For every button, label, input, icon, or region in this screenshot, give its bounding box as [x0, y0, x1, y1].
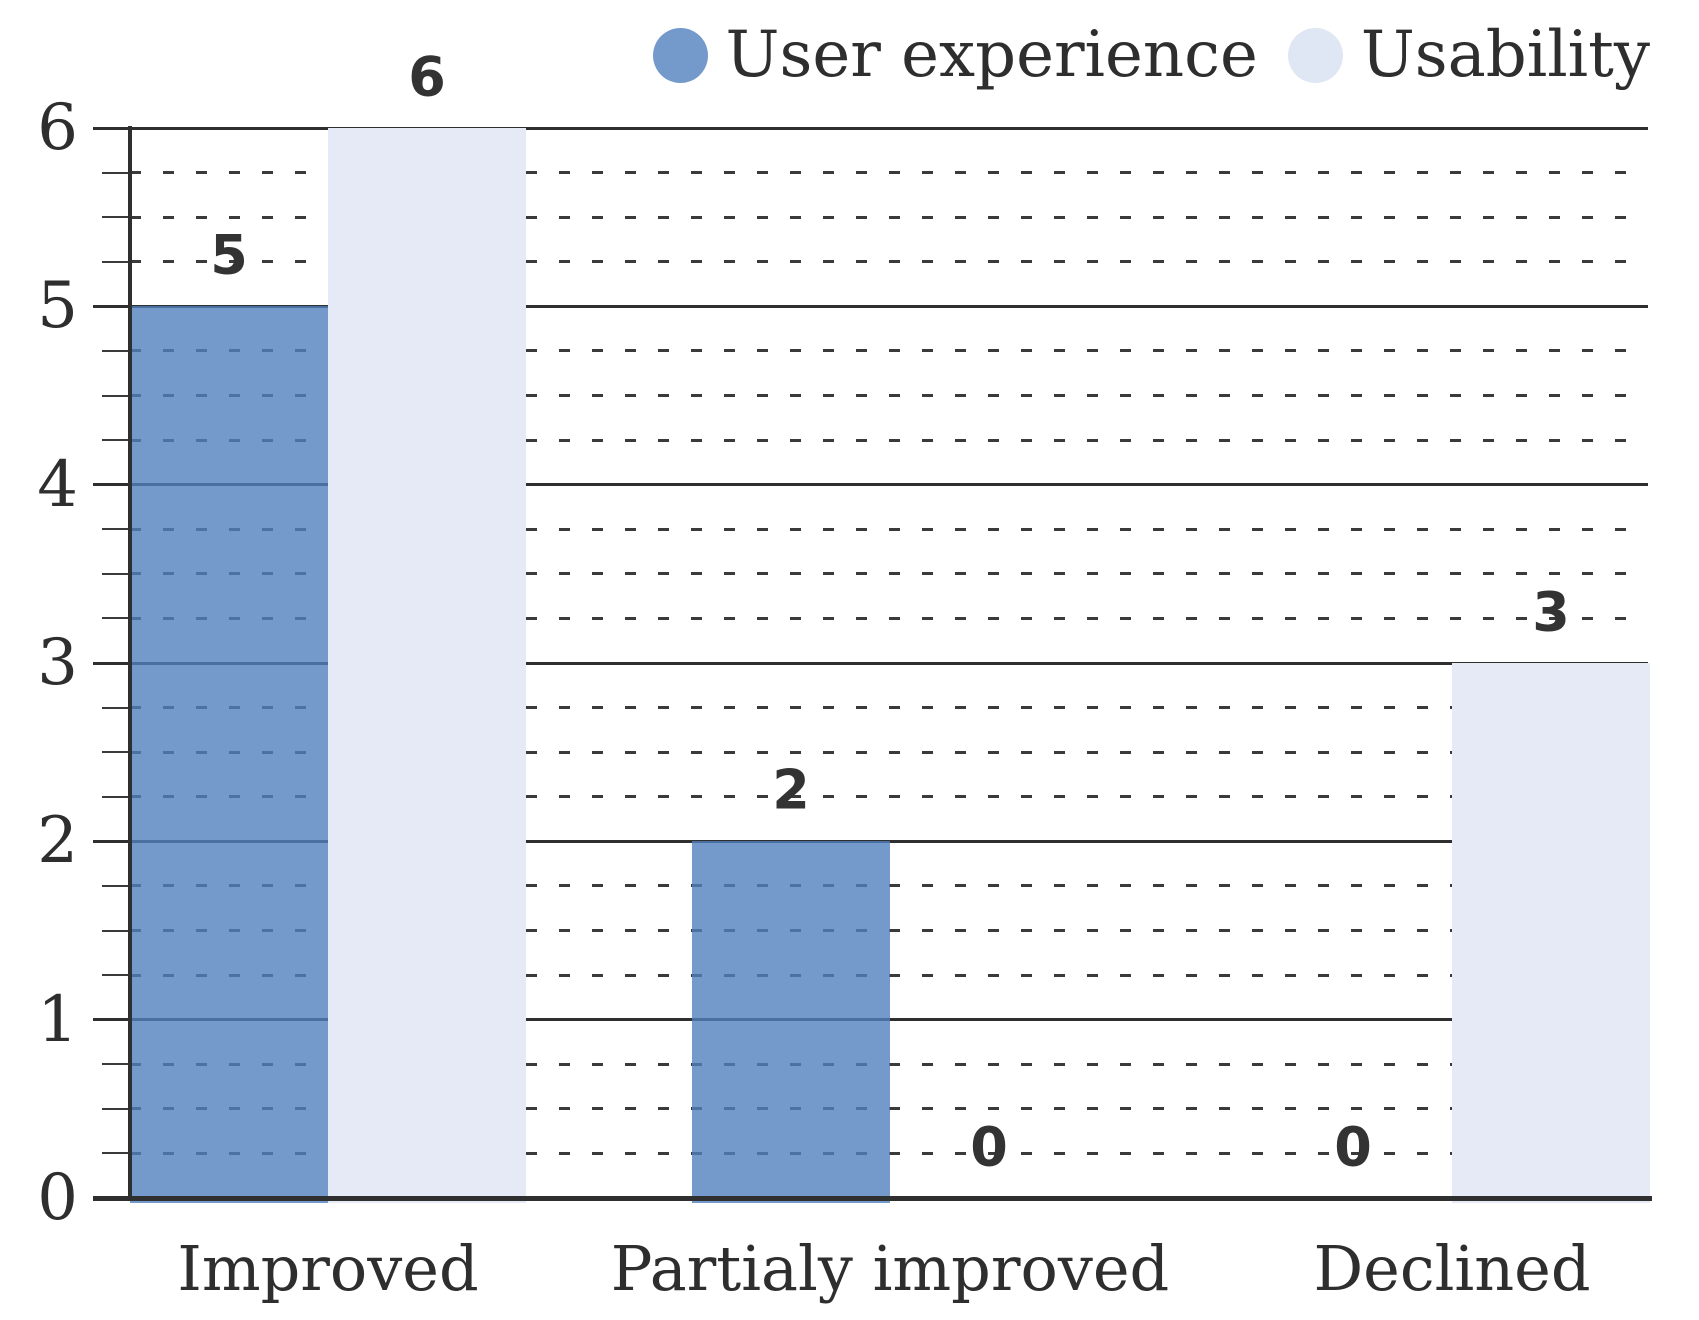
- minor-gridline: [130, 260, 1648, 264]
- minor-gridline: [130, 171, 1648, 175]
- minor-tick: [102, 929, 130, 932]
- minor-gridline: [130, 795, 1648, 799]
- y-tick-label-3: 3: [37, 626, 78, 700]
- bar-declined-usability: [1452, 663, 1650, 1203]
- minor-tick: [102, 171, 130, 174]
- minor-tick: [102, 572, 130, 575]
- minor-tick: [102, 260, 130, 263]
- y-tick-label-5: 5: [37, 269, 78, 344]
- x-category-label-declined: Declined: [1313, 1232, 1591, 1305]
- legend-item-usability: Usability: [1287, 18, 1650, 92]
- minor-tick: [102, 1107, 130, 1110]
- minor-gridline: [130, 349, 1648, 353]
- bar-partialy-improved-user-experience: [692, 841, 890, 1203]
- legend-label-usability: Usability: [1360, 18, 1650, 92]
- minor-tick: [102, 349, 130, 352]
- x-category-label-improved: Improved: [177, 1232, 479, 1305]
- y-tick-label-4: 4: [37, 447, 78, 522]
- minor-gridline: [130, 215, 1648, 219]
- minor-tick: [102, 706, 130, 709]
- data-label-usability-partialy-improved: 0: [970, 1115, 1008, 1179]
- minor-tick: [102, 216, 130, 219]
- minor-gridline: [130, 572, 1648, 576]
- bar-improved-usability: [328, 128, 526, 1203]
- y-tick-label-0: 0: [37, 1161, 78, 1235]
- minor-tick: [102, 884, 130, 887]
- y-axis-line: [128, 126, 132, 1201]
- major-gridline: [93, 661, 1648, 665]
- y-tick-label-6: 6: [37, 91, 78, 165]
- legend-label-user-experience: User experience: [725, 18, 1258, 92]
- minor-tick: [102, 528, 130, 531]
- y-tick-label-2: 2: [37, 804, 78, 879]
- legend-item-user-experience: User experience: [652, 18, 1258, 92]
- minor-tick: [102, 1063, 130, 1066]
- minor-tick: [102, 394, 130, 397]
- major-gridline: [93, 304, 1648, 308]
- minor-gridline: [130, 394, 1648, 397]
- minor-gridline: [130, 706, 1648, 710]
- minor-gridline: [130, 750, 1648, 754]
- x-axis-line: [93, 1196, 1652, 1201]
- minor-gridline: [130, 616, 1648, 620]
- major-gridline: [93, 126, 1648, 130]
- data-label-user-experience-improved: 5: [210, 223, 248, 287]
- minor-tick: [102, 751, 130, 754]
- minor-gridline: [130, 527, 1648, 531]
- major-gridline: [93, 483, 1648, 487]
- data-label-user-experience-declined: 0: [1334, 1115, 1372, 1179]
- minor-tick: [102, 439, 130, 442]
- minor-tick: [102, 1152, 130, 1155]
- x-category-label-partialy-improved: Partialy improved: [610, 1232, 1170, 1305]
- data-label-user-experience-partialy-improved: 2: [772, 758, 810, 822]
- legend-swatch-usability: [1287, 27, 1343, 83]
- minor-gridline: [130, 438, 1648, 442]
- minor-tick: [102, 617, 130, 620]
- minor-tick: [102, 795, 130, 798]
- chart-legend: User experience Usability: [652, 18, 1650, 92]
- bar-improved-user-experience: [130, 306, 328, 1203]
- data-label-usability-improved: 6: [408, 45, 446, 109]
- legend-swatch-user-experience: [652, 27, 708, 83]
- minor-tick: [102, 974, 130, 977]
- data-label-usability-declined: 3: [1532, 580, 1570, 644]
- y-tick-label-1: 1: [37, 982, 78, 1057]
